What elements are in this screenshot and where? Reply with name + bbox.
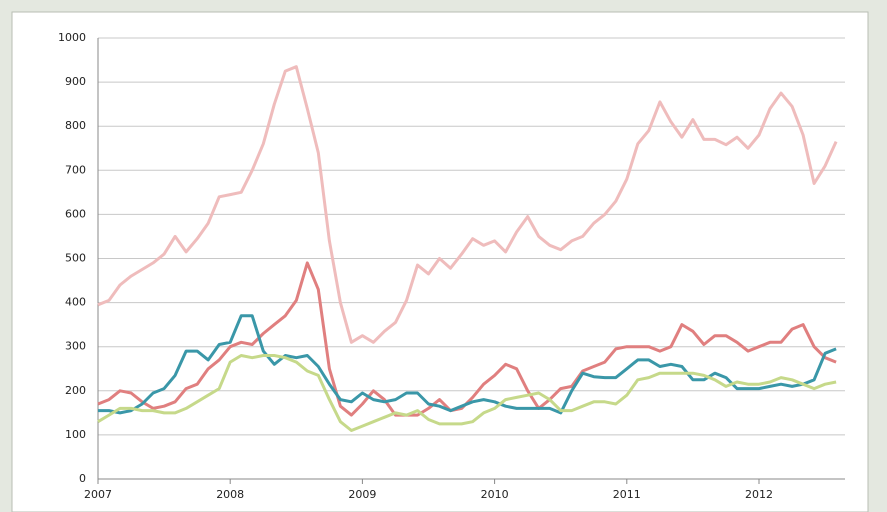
x-tick-label: 2007 bbox=[84, 488, 112, 501]
y-tick-label: 900 bbox=[65, 75, 86, 88]
plot-panel bbox=[11, 11, 869, 512]
series-line bbox=[98, 314, 837, 415]
x-tick-label: 2008 bbox=[216, 488, 244, 501]
y-tick-label: 100 bbox=[65, 428, 86, 441]
x-tick-label: 2010 bbox=[481, 488, 509, 501]
y-tick-label: 800 bbox=[65, 119, 86, 132]
y-tick-label: 400 bbox=[65, 296, 86, 309]
y-tick-label: 500 bbox=[65, 252, 86, 265]
x-tick-label: 2009 bbox=[348, 488, 376, 501]
x-tick-label: 2011 bbox=[613, 488, 641, 501]
y-tick-label: 0 bbox=[79, 472, 86, 485]
y-tick-label: 600 bbox=[65, 207, 86, 220]
series-line bbox=[97, 65, 838, 344]
x-tick-label: 2012 bbox=[745, 488, 773, 501]
y-tick-label: 700 bbox=[65, 163, 86, 176]
y-tick-label: 1000 bbox=[58, 31, 86, 44]
y-tick-label: 300 bbox=[65, 340, 86, 353]
y-tick-label: 200 bbox=[65, 384, 86, 397]
series-line bbox=[97, 354, 837, 432]
